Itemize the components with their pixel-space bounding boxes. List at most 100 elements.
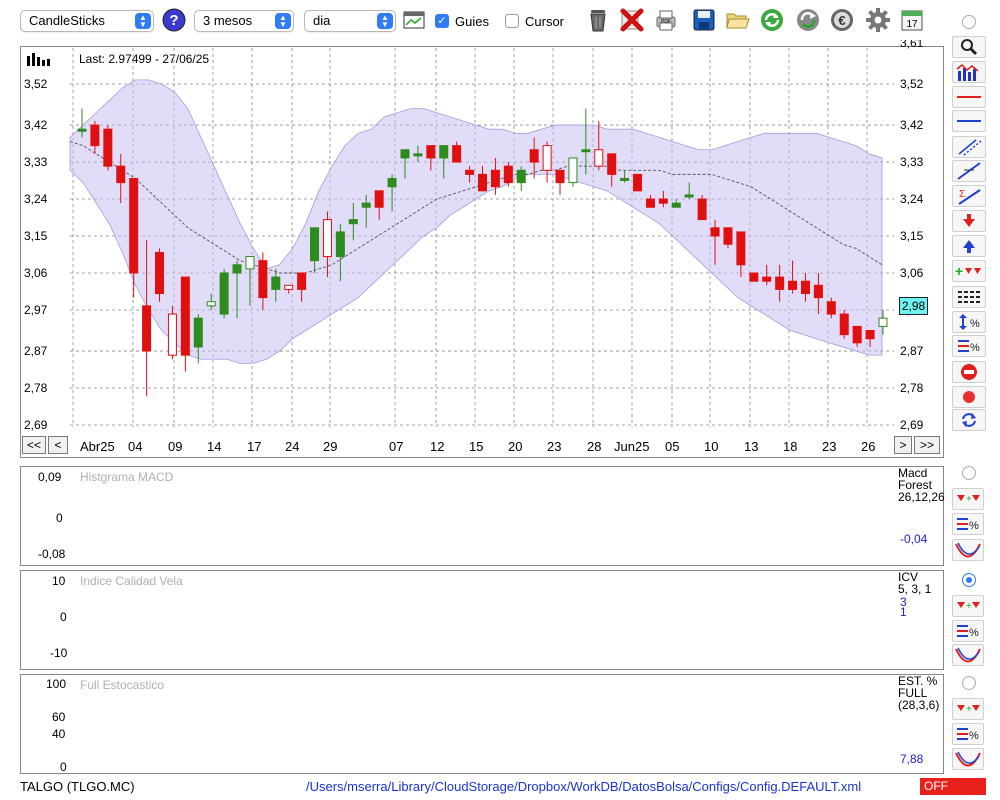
candle-body <box>710 227 720 237</box>
cursor-checkbox[interactable] <box>505 14 519 28</box>
select-arrows-icon: ▲ ▼ <box>275 13 291 29</box>
config-path-link[interactable]: /Users/mserra/Library/CloudStorage/Dropb… <box>306 779 862 794</box>
icv-percent-icon[interactable]: % <box>952 620 984 642</box>
svg-text:%: % <box>969 627 979 639</box>
save-disk-icon[interactable] <box>690 6 718 34</box>
chart-volume-icon[interactable] <box>952 61 986 83</box>
candle-body <box>607 153 617 175</box>
y-tick-left: 2,69 <box>24 418 48 432</box>
calendar-icon[interactable]: 17 <box>898 6 926 34</box>
y-tick-right: 3,52 <box>900 77 924 91</box>
x-tick-label: 04 <box>128 439 143 454</box>
y-tick-right: 3,06 <box>900 265 924 280</box>
icv-curve-icon[interactable] <box>952 644 984 666</box>
candle-body <box>516 169 526 184</box>
stochastic-panel[interactable] <box>20 674 944 774</box>
percent-lines-icon[interactable]: % <box>952 335 986 357</box>
bollinger-band <box>69 79 883 364</box>
y-tick-right: 2,69 <box>900 418 924 432</box>
macd-percent-icon[interactable]: % <box>952 513 984 535</box>
chart-bars-icon <box>26 50 50 69</box>
main-chart-radio[interactable] <box>962 15 976 29</box>
y-tick-left: 3,52 <box>24 77 48 91</box>
stoch-percent-icon[interactable]: % <box>952 723 984 745</box>
percent-range-icon[interactable]: % <box>952 311 986 333</box>
x-tick-label: 29 <box>323 439 338 454</box>
arrow-down-red-icon[interactable] <box>952 210 986 232</box>
x-tick-label: 20 <box>508 439 523 454</box>
current-price-badge: 2,98 <box>899 297 928 315</box>
nav-last-button[interactable]: >> <box>914 436 940 454</box>
grid-lines-icon[interactable] <box>952 286 986 308</box>
stoch-panel-radio[interactable] <box>962 676 976 690</box>
sync-icon[interactable] <box>952 409 986 431</box>
candle-body <box>865 330 875 340</box>
add-signal-icon[interactable]: + <box>952 260 986 282</box>
trash-icon[interactable] <box>584 6 612 34</box>
nav-prev-button[interactable]: < <box>48 436 68 454</box>
guides-checkbox[interactable]: ✓ <box>435 14 449 28</box>
record-icon[interactable] <box>952 386 986 408</box>
horizontal-red-line-icon[interactable] <box>952 86 986 108</box>
chart-type-select[interactable]: CandleSticks ▲ ▼ <box>20 10 154 32</box>
candle-body <box>620 177 630 181</box>
guides-label: Guies <box>455 14 489 29</box>
horizontal-blue-line-icon[interactable] <box>952 110 986 132</box>
candle-body <box>348 219 358 225</box>
icv-arrows-icon[interactable]: + <box>952 595 984 617</box>
stoch-title: Full Estocastico <box>80 678 165 692</box>
chart-type-value: CandleSticks <box>29 13 105 28</box>
x-tick-label: 28 <box>587 439 602 454</box>
macd-arrows-icon[interactable]: + <box>952 488 984 510</box>
icv-y-tick: 10 <box>52 574 66 588</box>
delete-red-x-icon[interactable] <box>618 6 646 34</box>
pdf-print-icon[interactable]: PDF <box>652 6 680 34</box>
macd-panel-radio[interactable] <box>962 466 976 480</box>
candle-body <box>322 219 332 258</box>
sigma-line-icon[interactable]: Σ <box>952 185 986 207</box>
x-tick-label: 05 <box>665 439 680 454</box>
y-tick-right: 2,87 <box>900 344 924 359</box>
icv-panel-radio[interactable] <box>962 573 976 587</box>
y-tick-right: 3,42 <box>900 118 924 133</box>
nav-next-button[interactable]: > <box>894 436 912 454</box>
nav-first-button[interactable]: << <box>22 436 46 454</box>
macd-curve-icon[interactable] <box>952 539 984 561</box>
no-entry-icon[interactable] <box>952 361 986 383</box>
candle-body <box>788 280 798 290</box>
icv-panel[interactable] <box>20 570 944 670</box>
stoch-arrows-icon[interactable]: + <box>952 698 984 720</box>
candle-body <box>180 276 190 356</box>
candle-body <box>542 145 552 171</box>
channel-icon[interactable] <box>952 136 986 158</box>
gear-icon[interactable] <box>864 6 892 34</box>
candle-body <box>258 260 268 299</box>
arrow-up-blue-icon[interactable] <box>952 235 986 257</box>
euro-icon[interactable]: € <box>828 6 856 34</box>
stoch-curve-icon[interactable] <box>952 748 984 770</box>
stoch-label-3: (28,3,6) <box>898 698 940 712</box>
candle-body <box>116 165 126 184</box>
candle-body <box>529 149 539 163</box>
candle-body <box>826 301 836 315</box>
open-folder-icon[interactable] <box>724 6 752 34</box>
y-tick-left: 3,06 <box>24 265 48 280</box>
interval-select[interactable]: dia ▲ ▼ <box>304 10 396 32</box>
trendline-icon[interactable] <box>952 160 986 182</box>
last-price-label: Last: 2.97499 - 27/06/25 <box>79 52 210 66</box>
icv-label-1: ICV <box>898 570 919 584</box>
macd-panel[interactable] <box>20 466 944 566</box>
candle-body <box>749 272 759 282</box>
chart-settings-icon[interactable] <box>400 6 428 34</box>
macd-label-2: Forest <box>898 478 933 492</box>
help-icon[interactable]: ? <box>160 6 188 34</box>
reload-arrows-icon[interactable] <box>794 6 822 34</box>
candle-body <box>413 153 423 157</box>
status-badge-off[interactable]: OFF <box>920 778 986 795</box>
candle-body <box>142 305 152 352</box>
refresh-green-icon[interactable] <box>758 6 786 34</box>
candle-body <box>723 227 733 245</box>
period-select[interactable]: 3 mesos ▲ ▼ <box>194 10 294 32</box>
candle-body <box>658 198 668 204</box>
zoom-icon[interactable] <box>952 36 986 58</box>
